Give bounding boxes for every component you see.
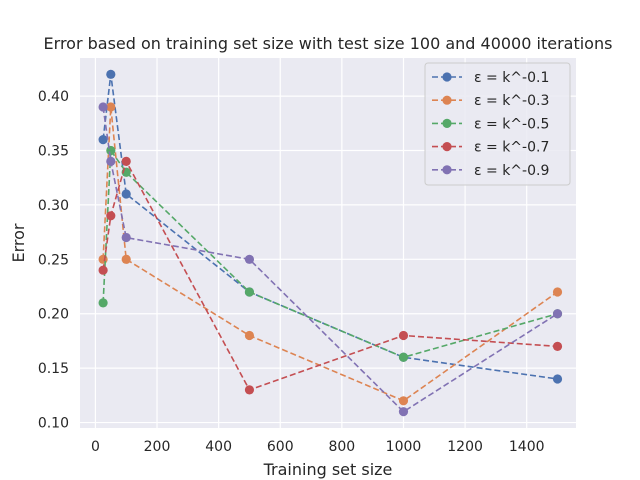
x-tick-label: 600 bbox=[267, 439, 294, 455]
y-tick-label: 0.15 bbox=[38, 361, 69, 377]
series-4 bbox=[98, 156, 563, 395]
series-line bbox=[102, 74, 558, 380]
data-point bbox=[552, 341, 563, 351]
data-point bbox=[244, 287, 255, 297]
data-point bbox=[244, 330, 255, 341]
legend-marker bbox=[442, 142, 452, 152]
legend-item: ε = k^-0.1 bbox=[432, 70, 549, 86]
data-point bbox=[106, 145, 116, 156]
y-axis: 0.10 0.15 0.20 0.25 0.30 0.35 0.40 bbox=[38, 89, 69, 431]
x-tick-label: 400 bbox=[205, 439, 232, 455]
legend-item: ε = k^-0.7 bbox=[432, 140, 549, 156]
legend-marker bbox=[442, 118, 452, 128]
data-point bbox=[121, 254, 131, 264]
series-line bbox=[102, 148, 558, 359]
y-tick-label: 0.10 bbox=[38, 416, 69, 432]
legend-marker bbox=[442, 95, 452, 105]
y-tick-label: 0.20 bbox=[38, 307, 69, 323]
x-tick-label: 1200 bbox=[447, 439, 483, 455]
series-group bbox=[98, 69, 563, 417]
y-axis-label: Error bbox=[9, 223, 28, 262]
y-tick-label: 0.40 bbox=[38, 89, 69, 105]
data-point bbox=[106, 69, 116, 79]
x-tick-label: 1400 bbox=[509, 439, 545, 455]
data-point bbox=[98, 298, 108, 308]
data-point bbox=[398, 330, 409, 341]
legend-box bbox=[424, 62, 571, 186]
chart-title: Error based on training set size with te… bbox=[44, 34, 613, 53]
legend-item: ε = k^-0.9 bbox=[432, 163, 549, 179]
series-5 bbox=[98, 102, 563, 417]
legend-item: ε = k^-0.3 bbox=[432, 93, 549, 109]
series-line bbox=[102, 106, 558, 413]
legend-label: ε = k^-0.3 bbox=[474, 93, 549, 109]
x-axis-label: Training set size bbox=[263, 460, 393, 479]
data-point bbox=[552, 309, 563, 319]
y-tick-label: 0.30 bbox=[38, 198, 69, 214]
data-point bbox=[398, 396, 409, 406]
x-tick-label: 1000 bbox=[386, 439, 422, 455]
data-point bbox=[398, 407, 409, 417]
data-point bbox=[98, 265, 108, 275]
x-axis: 0 200 400 600 800 1000 1200 1400 bbox=[91, 439, 545, 455]
data-point bbox=[106, 211, 116, 221]
x-tick-label: 0 bbox=[91, 439, 100, 455]
data-point bbox=[552, 374, 563, 384]
data-point bbox=[398, 352, 409, 362]
data-point bbox=[121, 232, 131, 243]
x-tick-label: 200 bbox=[144, 439, 171, 455]
data-point bbox=[121, 156, 131, 166]
legend-marker bbox=[442, 165, 452, 175]
legend-label: ε = k^-0.9 bbox=[474, 163, 549, 179]
y-tick-label: 0.25 bbox=[38, 252, 69, 268]
y-tick-label: 0.35 bbox=[38, 144, 69, 160]
data-point bbox=[244, 254, 255, 264]
data-point bbox=[98, 135, 108, 145]
legend-label: ε = k^-0.1 bbox=[474, 70, 549, 86]
data-point bbox=[98, 102, 108, 112]
data-point bbox=[106, 102, 116, 112]
series-line bbox=[102, 106, 558, 402]
data-point bbox=[121, 189, 131, 199]
legend-label: ε = k^-0.5 bbox=[474, 116, 549, 132]
data-point bbox=[244, 385, 255, 395]
data-point bbox=[552, 287, 563, 297]
series-line bbox=[102, 159, 558, 391]
legend: ε = k^-0.1 ε = k^-0.3 ε = k^-0.5 ε = k^-0.7… bbox=[424, 62, 571, 186]
legend-item: ε = k^-0.5 bbox=[432, 116, 549, 132]
legend-marker bbox=[442, 72, 452, 82]
legend-label: ε = k^-0.7 bbox=[474, 140, 549, 156]
data-point bbox=[106, 156, 116, 166]
x-tick-label: 800 bbox=[328, 439, 355, 455]
data-point bbox=[98, 254, 108, 264]
